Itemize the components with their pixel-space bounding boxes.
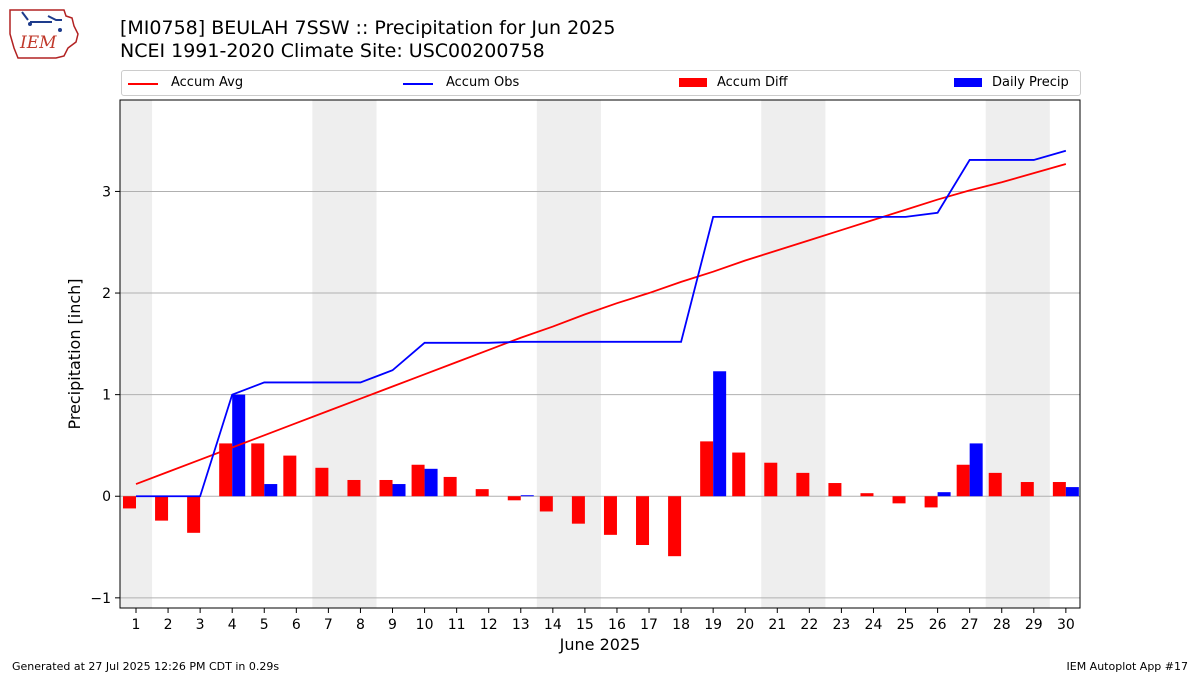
x-tick-label: 29 — [1025, 617, 1043, 633]
accum-diff-bar — [539, 496, 553, 512]
accum-avg-line — [135, 163, 1067, 485]
x-tick-label: 10 — [416, 617, 434, 633]
weekend-shade — [536, 100, 601, 608]
accum-diff-bar — [764, 462, 778, 497]
accum-diff-bar — [924, 496, 938, 508]
legend: Accum Avg Accum Obs Accum Diff Daily Pre… — [121, 70, 1081, 96]
x-tick-label: 18 — [672, 617, 690, 633]
legend-swatch-daily-precip — [954, 78, 982, 87]
footer-generated: Generated at 27 Jul 2025 12:26 PM CDT in… — [12, 660, 280, 673]
accum-diff-bar — [700, 441, 714, 497]
x-tick-label: 2 — [164, 617, 173, 633]
x-tick-label: 11 — [448, 617, 466, 633]
legend-swatch-accum-diff — [679, 78, 707, 87]
accum-obs-line — [136, 149, 1067, 498]
x-tick-label: 8 — [356, 617, 365, 633]
accum-diff-bar — [315, 467, 329, 497]
x-tick-label: 14 — [544, 617, 562, 633]
plot-frame — [119, 99, 1081, 609]
accum-diff-bar — [668, 496, 682, 557]
accum-diff-bar — [507, 496, 521, 501]
accum-diff-bar — [123, 496, 136, 509]
x-tick-label: 6 — [292, 617, 301, 633]
iem-logo: IEM — [9, 9, 79, 59]
x-tick-label: 22 — [800, 617, 818, 633]
x-tick-label: 17 — [640, 617, 658, 633]
y-tick-label: −1 — [90, 591, 111, 607]
x-tick-label: 30 — [1057, 617, 1075, 633]
weekend-shade — [761, 100, 826, 608]
x-tick-label: 15 — [576, 617, 594, 633]
accum-diff-bar — [443, 476, 457, 497]
accum-diff-bar — [988, 472, 1002, 497]
x-tick-label: 13 — [512, 617, 530, 633]
x-tick-label: 23 — [832, 617, 850, 633]
accum-diff-bar — [828, 483, 842, 497]
legend-label: Accum Diff — [717, 75, 788, 90]
daily-precip-bar — [424, 468, 438, 497]
legend-swatch-accum-avg — [128, 83, 158, 85]
x-tick-label: 25 — [897, 617, 915, 633]
daily-precip-bar — [1065, 487, 1079, 497]
legend-label: Accum Obs — [446, 75, 520, 90]
daily-precip-bar — [392, 484, 406, 497]
daily-precip-bar — [937, 492, 951, 497]
accum-diff-bar — [379, 479, 393, 497]
y-axis-label: Precipitation [inch] — [65, 278, 84, 429]
daily-precip-bar — [264, 484, 278, 497]
accum-diff-bar — [796, 472, 810, 497]
footer-app-id: IEM Autoplot App #17 — [1066, 660, 1189, 673]
weekend-shade — [985, 100, 1050, 608]
x-tick-label: 4 — [228, 617, 237, 633]
x-tick-label: 28 — [993, 617, 1011, 633]
chart-title: [MI0758] BEULAH 7SSW :: Precipitation fo… — [120, 17, 616, 39]
x-tick-label: 5 — [260, 617, 269, 633]
accum-diff-bar — [1052, 482, 1066, 497]
y-tick-label: 1 — [102, 388, 111, 404]
x-tick-label: 12 — [480, 617, 498, 633]
y-tick-label: 2 — [102, 286, 111, 302]
accum-diff-bar — [283, 455, 297, 497]
x-tick-label: 21 — [768, 617, 786, 633]
weekend-shade — [312, 100, 377, 608]
x-tick-label: 7 — [324, 617, 333, 633]
weekend-shade — [120, 100, 153, 608]
y-tick-label: 3 — [102, 184, 111, 200]
accum-diff-bar — [603, 496, 617, 535]
legend-label: Accum Avg — [171, 75, 244, 90]
accum-diff-bar — [636, 496, 650, 546]
accum-diff-bar — [219, 443, 233, 497]
x-tick-label: 19 — [704, 617, 722, 633]
legend-label: Daily Precip — [992, 75, 1069, 90]
daily-precip-bar — [713, 371, 727, 497]
accum-diff-bar — [187, 496, 201, 533]
legend-swatch-accum-obs — [403, 83, 433, 85]
logo-text: IEM — [19, 33, 57, 53]
accum-diff-bar — [251, 443, 265, 497]
accum-diff-bar — [956, 464, 970, 497]
x-tick-label: 20 — [736, 617, 754, 633]
x-tick-label: 24 — [865, 617, 883, 633]
accum-diff-bar — [1020, 482, 1034, 497]
accum-diff-bar — [732, 452, 746, 497]
x-tick-label: 1 — [132, 617, 141, 633]
accum-diff-bar — [571, 496, 585, 524]
daily-precip-bar — [969, 443, 983, 497]
chart-subtitle: NCEI 1991-2020 Climate Site: USC00200758 — [120, 40, 545, 62]
y-tick-label: 0 — [102, 489, 111, 505]
x-tick-label: 3 — [196, 617, 205, 633]
accum-diff-bar — [411, 464, 425, 497]
x-axis-label: June 2025 — [559, 635, 641, 654]
x-tick-label: 9 — [388, 617, 397, 633]
x-tick-label: 16 — [608, 617, 626, 633]
accum-diff-bar — [892, 496, 906, 504]
accum-diff-bar — [347, 479, 361, 497]
x-tick-label: 26 — [929, 617, 947, 633]
x-tick-label: 27 — [961, 617, 979, 633]
accum-diff-bar — [860, 493, 874, 497]
daily-precip-bar — [520, 495, 534, 497]
accum-diff-bar — [475, 489, 489, 497]
accum-diff-bar — [155, 496, 169, 521]
